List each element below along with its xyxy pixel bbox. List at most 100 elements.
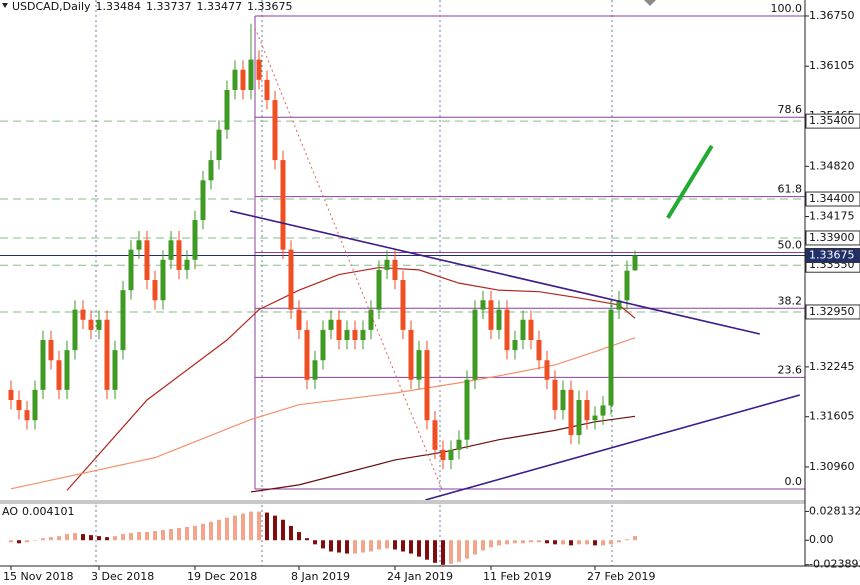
y-tick-label: 1.36105	[809, 59, 855, 72]
ao-bar	[153, 531, 157, 541]
candle-body	[520, 319, 526, 341]
ao-bar	[193, 525, 197, 541]
y-tick-label: 1.34820	[809, 159, 855, 172]
ao-bar	[305, 538, 309, 541]
y-tick-label: 1.36750	[809, 9, 855, 22]
header-open: 1.33484	[96, 0, 142, 13]
ao-bar	[313, 540, 317, 545]
ao-bar	[625, 539, 629, 541]
ao-bar	[585, 540, 589, 545]
candle-body	[24, 410, 30, 421]
candle-body	[312, 360, 318, 380]
candle-body	[48, 340, 54, 361]
candle-body	[184, 259, 190, 270]
fib-label: 61.8	[778, 183, 803, 196]
candle-body	[112, 350, 118, 390]
candle-body	[392, 259, 398, 281]
candle-body	[240, 69, 246, 90]
x-tick-label: 11 Feb 2019	[483, 570, 551, 583]
fib-label: 100.0	[771, 2, 803, 15]
ao-tick-label: 0.028132	[809, 504, 860, 517]
ao-last-value: 0.004101	[22, 505, 75, 518]
candle-body	[440, 449, 446, 460]
candle-body	[432, 420, 438, 450]
ao-bar	[225, 517, 229, 541]
panel-separator	[0, 500, 805, 504]
ao-bar	[577, 540, 581, 545]
trendline	[425, 394, 801, 501]
candle-body	[352, 329, 358, 341]
candle-body	[288, 249, 294, 310]
candle-body	[16, 399, 22, 411]
ao-tick-label: 0.00	[809, 533, 834, 546]
trendline	[254, 27, 443, 491]
ao-bar	[289, 525, 293, 541]
ao-bar	[529, 540, 533, 543]
ao-bar	[545, 540, 549, 544]
level-label: 1.32950	[809, 305, 855, 318]
candle-body	[272, 100, 278, 161]
ao-bar	[41, 538, 45, 541]
candle-body	[416, 350, 422, 380]
candle-body	[376, 269, 382, 310]
candle-body	[448, 449, 454, 460]
candle-body	[120, 290, 126, 351]
ao-bar	[257, 511, 261, 541]
candle-body	[248, 59, 254, 90]
candle-body	[80, 309, 86, 320]
candle-body	[144, 240, 150, 281]
ao-bar	[33, 540, 37, 541]
ao-bar	[177, 527, 181, 541]
ao-bar	[609, 540, 613, 545]
candle-body	[536, 340, 542, 361]
scroll-marker	[644, 0, 656, 6]
ao-bar	[409, 540, 413, 554]
y-tick-label: 1.32245	[809, 360, 855, 373]
ao-bar	[457, 540, 461, 562]
candle-body	[56, 360, 62, 390]
moving-average	[66, 266, 636, 491]
candle-body	[328, 319, 334, 330]
ao-bar	[385, 540, 389, 549]
candle-body	[360, 329, 366, 341]
candle-body	[488, 300, 494, 330]
candle-body	[32, 389, 38, 421]
candle-body	[216, 129, 222, 161]
candle-body	[408, 329, 414, 380]
ao-bar	[201, 523, 205, 541]
level-box	[805, 191, 860, 207]
candle-body	[608, 309, 614, 406]
candle-body	[88, 319, 94, 330]
ao-header: AO 0.004101	[2, 505, 75, 518]
candle-body	[480, 300, 486, 310]
candle-body	[552, 379, 558, 411]
current-price-box	[805, 247, 860, 263]
ao-bar	[537, 540, 541, 543]
ao-bar	[273, 515, 277, 541]
ao-bar	[105, 537, 109, 541]
candle-body	[456, 439, 462, 450]
candle-body	[176, 240, 182, 270]
ao-bar	[633, 536, 637, 541]
candle-body	[496, 309, 502, 330]
ao-bar	[417, 540, 421, 557]
level-label: 1.35400	[809, 114, 855, 127]
ao-bar	[433, 540, 437, 563]
ao-bar	[113, 536, 117, 541]
candle-body	[280, 160, 286, 250]
candle-body	[584, 399, 590, 421]
ao-bar	[593, 540, 597, 546]
ao-bar	[553, 540, 557, 545]
candle-body	[600, 405, 606, 416]
fib-label: 50.0	[778, 238, 803, 251]
ao-bar	[281, 519, 285, 541]
level-box	[805, 230, 860, 246]
level-box	[805, 113, 860, 129]
fib-label: 78.6	[778, 103, 803, 116]
ao-bar	[81, 534, 85, 541]
level-label: 1.33900	[809, 231, 855, 244]
ao-bar	[241, 513, 245, 541]
candle-body	[384, 259, 390, 270]
candle-body	[72, 309, 78, 351]
candle-body	[344, 329, 350, 341]
